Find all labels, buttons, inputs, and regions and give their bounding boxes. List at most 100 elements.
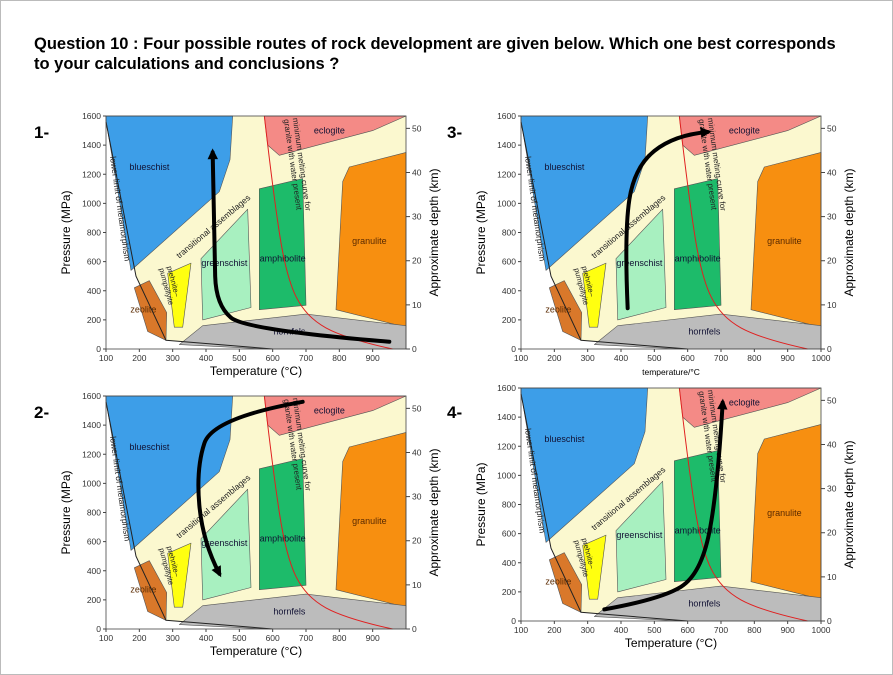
depth-tick-label: 40 (827, 439, 837, 449)
hornfels-label: hornfels (273, 606, 306, 616)
prehnite-field (167, 542, 192, 608)
y-tick-label: 0 (511, 616, 516, 626)
greenschist-field (200, 208, 252, 321)
depth-tick-label: 30 (827, 484, 837, 494)
question-text: Question 10 : Four possible routes of ro… (34, 35, 836, 73)
melting-curve-line (678, 115, 808, 350)
plot: blueschist eclogite granulite amphibolite gr… (59, 391, 441, 658)
depth-tick-label: 30 (412, 212, 422, 222)
zeolite-label: zeolite (545, 577, 571, 587)
y-tick-label: 0 (511, 344, 516, 354)
y-tick-label: 1600 (82, 391, 101, 401)
depth-tick-label: 20 (827, 528, 837, 538)
x-axis-label: temperature/°C (642, 367, 700, 377)
greenschist-label: greenschist (201, 258, 248, 268)
lower-limit-line (520, 121, 688, 350)
y-tick-label: 0 (96, 344, 101, 354)
x-tick-label: 900 (781, 625, 795, 635)
x-tick-label: 700 (299, 353, 313, 363)
y-tick-label: 400 (502, 286, 516, 296)
y-tick-label: 1400 (82, 140, 101, 150)
depth-tick-label: 0 (827, 616, 832, 626)
x-tick-label: 300 (581, 625, 595, 635)
y-tick-label: 200 (87, 315, 101, 325)
x-tick-label: 200 (132, 633, 146, 643)
x-tick-label: 500 (232, 353, 246, 363)
depth-tick-label: 0 (827, 344, 832, 354)
y-tick-label: 800 (87, 508, 101, 518)
y-tick-label: 0 (96, 624, 101, 634)
x-tick-label: 400 (614, 625, 628, 635)
option-number: 2- (34, 403, 50, 422)
plot: blueschist eclogite granulite amphibolite gr… (474, 383, 856, 650)
x-tick-label: 600 (681, 353, 695, 363)
y-tick-label: 200 (87, 595, 101, 605)
eclogite-label: eclogite (729, 125, 760, 135)
y-tick-label: 1600 (82, 111, 101, 121)
x-tick-label: 800 (747, 353, 761, 363)
amphibolite-label: amphibolite (260, 534, 306, 544)
x-tick-label: 600 (266, 353, 280, 363)
x-tick-label: 200 (547, 353, 561, 363)
amphibolite-field (259, 178, 307, 310)
granulite-field (335, 432, 407, 608)
y-axis-label: Pressure (MPa) (59, 470, 73, 554)
x-tick-label: 800 (747, 625, 761, 635)
depth-tick-label: 10 (412, 300, 422, 310)
x-tick-label: 100 (514, 625, 528, 635)
depth-axis-label: Approximate depth (km) (842, 440, 856, 568)
depth-axis-label: Approximate depth (km) (842, 168, 856, 296)
y-tick-label: 1000 (82, 478, 101, 488)
depth-tick-label: 50 (412, 403, 422, 413)
route-arrow (602, 400, 725, 612)
x-axis-label: Temperature (°C) (625, 636, 717, 650)
eclogite-label: eclogite (729, 397, 760, 407)
y-tick-label: 1000 (497, 470, 516, 480)
x-axis-label: Temperature (°C) (210, 644, 302, 658)
amphibolite-label: amphibolite (675, 254, 721, 264)
y-tick-label: 1200 (82, 449, 101, 459)
depth-tick-label: 30 (827, 212, 837, 222)
depth-tick-label: 10 (827, 572, 837, 582)
x-tick-label: 900 (366, 353, 380, 363)
option-number: 4- (447, 403, 463, 422)
x-tick-label: 500 (232, 633, 246, 643)
x-tick-label: 900 (366, 633, 380, 643)
hornfels-label: hornfels (688, 598, 721, 608)
route-arrow (624, 130, 710, 311)
facies-diagram-option-3[interactable]: blueschist eclogite granulite amphibolite gr… (441, 106, 861, 396)
y-tick-label: 800 (87, 228, 101, 238)
greenschist-field (615, 480, 667, 593)
y-tick-label: 1400 (497, 140, 516, 150)
depth-axis-label: Approximate depth (km) (427, 168, 441, 296)
facies-diagram-option-1[interactable]: blueschist eclogite granulite amphibolite gr… (26, 106, 446, 396)
plot: blueschist eclogite granulite amphibolite gr… (59, 111, 441, 378)
facies-diagram-option-2[interactable]: blueschist eclogite granulite amphibolite gr… (26, 386, 446, 675)
zeolite-label: zeolite (545, 305, 571, 315)
melting-curve-line (678, 387, 808, 622)
y-tick-label: 200 (502, 587, 516, 597)
y-tick-label: 400 (502, 558, 516, 568)
amphibolite-label: amphibolite (260, 254, 306, 264)
granulite-label: granulite (352, 236, 387, 246)
y-tick-label: 600 (87, 537, 101, 547)
granulite-label: granulite (767, 236, 802, 246)
depth-tick-label: 50 (827, 123, 837, 133)
facies-diagram-option-4[interactable]: blueschist eclogite granulite amphibolite gr… (441, 378, 861, 668)
blueschist-label: blueschist (544, 162, 585, 172)
greenschist-label: greenschist (201, 538, 248, 548)
granulite-label: granulite (767, 508, 802, 518)
amphibolite-field (674, 178, 722, 310)
route-arrowhead (700, 127, 712, 138)
eclogite-label: eclogite (314, 405, 345, 415)
y-tick-label: 1200 (82, 169, 101, 179)
y-tick-label: 1600 (497, 111, 516, 121)
y-tick-label: 1600 (497, 383, 516, 393)
depth-tick-label: 40 (412, 167, 422, 177)
x-tick-label: 700 (714, 353, 728, 363)
depth-axis-label: Approximate depth (km) (427, 448, 441, 576)
lower-limit-line (105, 401, 273, 630)
y-axis-label: Pressure (MPa) (59, 190, 73, 274)
prehnite-field (582, 534, 607, 600)
